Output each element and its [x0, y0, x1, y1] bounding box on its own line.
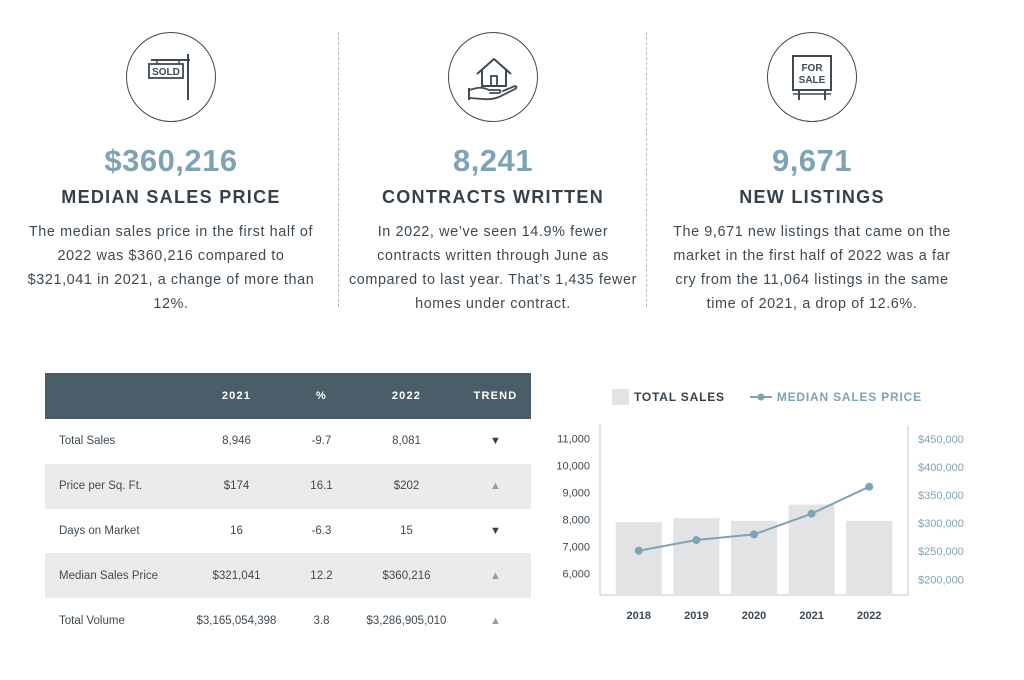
value-2022: 8,081 — [392, 435, 421, 448]
table-header: 2022 — [353, 373, 460, 419]
trend-down-icon: ▼ — [490, 524, 501, 537]
new-listings-label: NEW LISTINGS — [739, 187, 885, 207]
value-pct: 3.8 — [313, 614, 330, 627]
sold-sign-text: SOLD — [152, 67, 180, 78]
value-2022: $3,286,905,010 — [366, 614, 447, 627]
new-listings-description: The 9,671 new listings that came on the … — [673, 224, 951, 312]
chart-legend: TOTAL SALES MEDIAN SALES PRICE — [612, 389, 922, 405]
median-price-point — [634, 546, 643, 555]
median-price-point — [865, 482, 874, 491]
table-header: 2021 — [183, 373, 290, 419]
stat-contracts-written: 8,241 CONTRACTS WRITTEN In 2022, we’ve s… — [343, 32, 643, 316]
median-price-point — [807, 509, 816, 518]
right-axis-tick-label: $400,000 — [918, 462, 964, 474]
market-stats-table: 2021 % 2022 TREND Total Sales 8,946 -9.7… — [45, 373, 531, 643]
total-sales-bar — [846, 520, 893, 595]
sold-sign-icon: SOLD — [126, 32, 216, 122]
stat-median-sales-price: SOLD $360,216 MEDIAN SALES PRICE The med… — [21, 32, 321, 316]
value-pct: 12.2 — [290, 553, 353, 599]
trend-up-icon: ▲ — [490, 614, 501, 627]
trend-cell: ▲ — [460, 598, 531, 643]
right-axis-tick-label: $300,000 — [918, 518, 964, 530]
new-listings-value: 9,671 — [771, 143, 853, 178]
trend-up-icon: ▲ — [490, 569, 501, 582]
x-axis-tick-label: 2020 — [742, 610, 766, 622]
value-2022: 15 — [400, 524, 413, 537]
for-sale-sign-icon: FOR SALE — [767, 32, 857, 122]
table-row: Price per Sq. Ft. $174 16.1 $202 ▲ — [45, 463, 531, 509]
contracts-written-description: In 2022, we’ve seen 14.9% fewer contract… — [348, 224, 638, 312]
table-row: Total Sales 8,946 -9.7 8,081 ▼ — [45, 419, 531, 464]
value-2021: $174 — [183, 463, 290, 509]
x-axis-tick-label: 2018 — [627, 610, 651, 622]
table-row: Days on Market 16 -6.3 15 ▼ — [45, 509, 531, 554]
left-axis-tick-label: 10,000 — [556, 460, 590, 472]
contracts-written-label: CONTRACTS WRITTEN — [381, 187, 605, 207]
legend-bar-swatch — [612, 389, 629, 405]
trend-down-icon: ▼ — [490, 435, 501, 448]
row-label: Total Sales — [59, 435, 116, 448]
table-header: % — [290, 373, 353, 419]
divider — [338, 32, 339, 307]
legend-median-sales-price: MEDIAN SALES PRICE — [776, 390, 922, 404]
median-price-point — [692, 536, 701, 545]
for-sale-sign-text-top: FOR — [801, 63, 823, 74]
value-2021: $321,041 — [183, 553, 290, 599]
row-label: Median Sales Price — [45, 553, 183, 599]
contracts-written-value: 8,241 — [452, 143, 534, 178]
value-2021: 16 — [230, 524, 243, 537]
right-axis-tick-label: $350,000 — [918, 490, 964, 502]
sales-combo-chart: 6,000 7,000 8,000 9,000 10,000 11,000 $200,000… — [556, 425, 964, 622]
table-row: Total Volume $3,165,054,398 3.8 $3,286,9… — [45, 598, 531, 643]
left-axis-tick-label: 8,000 — [562, 514, 590, 526]
right-axis-tick-label: $200,000 — [918, 574, 964, 586]
total-sales-bar — [788, 504, 835, 595]
value-2021: 8,946 — [222, 435, 251, 448]
trend-cell: ▼ — [460, 419, 531, 464]
table-row: Median Sales Price $321,041 12.2 $360,21… — [45, 553, 531, 599]
value-pct: -6.3 — [311, 524, 332, 537]
value-pct: 16.1 — [290, 463, 353, 509]
trend-up-icon: ▲ — [490, 480, 501, 493]
row-label: Total Volume — [59, 614, 125, 627]
for-sale-sign-text-bottom: SALE — [799, 75, 826, 86]
x-axis-tick-label: 2019 — [684, 610, 708, 622]
x-axis-tick-label: 2021 — [799, 610, 823, 622]
median-price-point — [750, 530, 758, 539]
divider — [646, 32, 647, 307]
total-sales-bar — [673, 518, 720, 595]
row-label: Days on Market — [59, 524, 140, 537]
legend-total-sales: TOTAL SALES — [634, 390, 725, 404]
table-header-row: 2021 % 2022 TREND — [45, 373, 531, 419]
value-pct: -9.7 — [311, 435, 332, 448]
legend-line-swatch-icon — [749, 393, 772, 401]
total-sales-bar — [615, 522, 662, 595]
right-axis-tick-label: $250,000 — [918, 546, 964, 558]
value-2021: $3,165,054,398 — [196, 614, 277, 627]
median-sales-price-value: $360,216 — [104, 143, 238, 178]
house-in-hand-icon — [448, 32, 538, 122]
left-axis-tick-label: 6,000 — [562, 568, 590, 580]
value-2022: $360,216 — [353, 553, 460, 599]
stat-new-listings: FOR SALE 9,671 NEW LISTINGS The 9,671 ne… — [662, 32, 962, 316]
trend-cell: ▲ — [460, 463, 531, 509]
median-sales-price-label: MEDIAN SALES PRICE — [61, 187, 281, 207]
left-axis-tick-label: 11,000 — [557, 433, 590, 445]
table-header: TREND — [460, 373, 531, 419]
x-axis-tick-label: 2022 — [857, 610, 881, 622]
right-axis-tick-label: $450,000 — [918, 434, 964, 446]
table-header — [45, 373, 183, 419]
trend-cell: ▲ — [460, 553, 531, 599]
trend-cell: ▼ — [460, 509, 531, 554]
median-sales-price-description: The median sales price in the first half… — [27, 224, 315, 312]
left-axis-tick-label: 7,000 — [562, 541, 590, 553]
left-axis-tick-label: 9,000 — [562, 487, 590, 499]
row-label: Price per Sq. Ft. — [45, 463, 183, 509]
value-2022: $202 — [353, 463, 460, 509]
